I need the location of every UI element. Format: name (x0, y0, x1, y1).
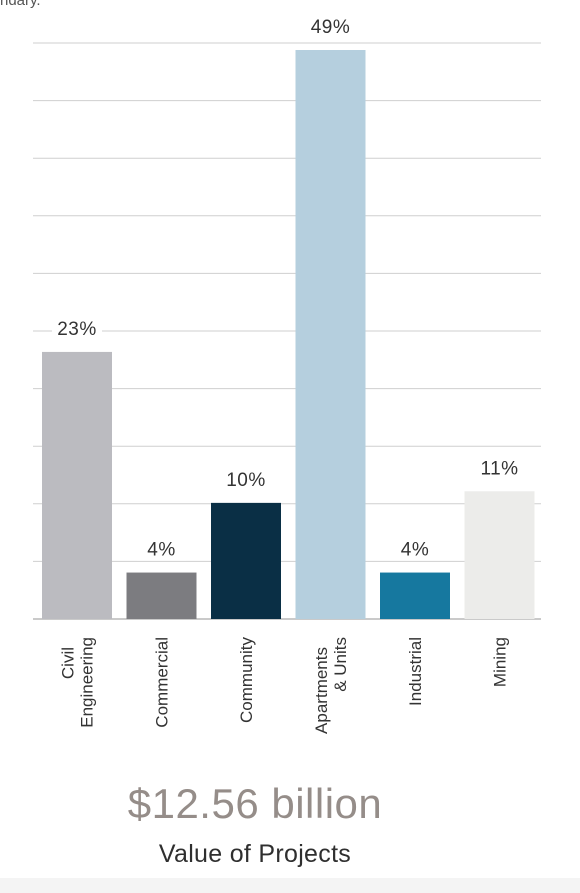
bar-chart: 23% 4% 10% 49% 4% 11% Civil Engineering Commerc… (33, 12, 541, 734)
category-label-line: Engineering (78, 637, 97, 728)
data-label-bg (221, 464, 271, 491)
category-label-1: Commercial (153, 637, 172, 728)
data-label-4: 4% (401, 540, 429, 561)
total-value-caption: Value of Projects (158, 840, 352, 868)
data-label-5: 11% (480, 458, 518, 479)
bar-0 (42, 351, 112, 619)
data-label-bg (305, 12, 356, 38)
bar-2 (211, 502, 281, 619)
category-label-line: & Units (331, 637, 350, 692)
footer-strip (0, 878, 580, 893)
bar-5 (464, 491, 535, 619)
data-labels: 23% 4% 10% 49% 4% 11% (52, 12, 525, 561)
category-label-4: Industrial (406, 637, 425, 706)
data-label-bg (136, 534, 187, 561)
category-label-line: Mining (491, 637, 510, 687)
category-label-0: Civil Engineering (59, 637, 97, 728)
gridlines (33, 42, 541, 620)
category-label-line: Industrial (406, 637, 425, 706)
data-label-3: 49% (311, 17, 351, 38)
bars (42, 50, 535, 619)
category-label-2: Community (237, 637, 256, 723)
data-label-0: 23% (57, 319, 97, 340)
bar-1 (126, 572, 197, 619)
category-label-line: Apartments (312, 647, 331, 734)
data-label-2: 10% (226, 470, 266, 491)
category-label-line: Civil (59, 647, 78, 679)
data-label-bg (52, 313, 102, 340)
data-label-bg (390, 534, 440, 561)
category-label-5: Mining (491, 637, 510, 687)
total-value: $12.56 billion (127, 780, 383, 827)
category-label-line: Commercial (153, 637, 172, 728)
data-label-1: 4% (147, 540, 175, 561)
data-label-bg (474, 453, 525, 480)
category-labels: Civil Engineering Commercial Community Apart… (59, 637, 510, 734)
category-label-line: Community (237, 637, 256, 723)
cropped-header-text: ndary. (0, 0, 41, 9)
bar-4 (380, 572, 450, 619)
category-label-3: Apartments & Units (312, 637, 350, 734)
bar-3 (295, 50, 366, 619)
